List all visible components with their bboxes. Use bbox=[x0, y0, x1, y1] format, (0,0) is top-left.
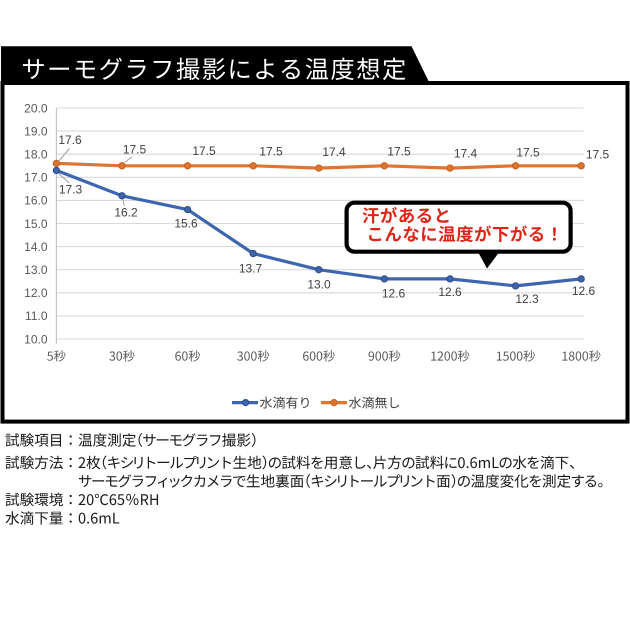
svg-text:17.4: 17.4 bbox=[322, 145, 346, 159]
svg-text:13.7: 13.7 bbox=[239, 262, 263, 276]
svg-text:15.6: 15.6 bbox=[174, 217, 198, 231]
svg-text:16.0: 16.0 bbox=[24, 194, 48, 208]
svg-text:17.0: 17.0 bbox=[24, 171, 48, 185]
svg-text:12.6: 12.6 bbox=[572, 284, 596, 298]
svg-text:16.2: 16.2 bbox=[114, 206, 138, 220]
svg-text:18.0: 18.0 bbox=[24, 148, 48, 162]
svg-text:12.6: 12.6 bbox=[382, 287, 406, 301]
svg-text:11.0: 11.0 bbox=[25, 309, 48, 323]
svg-text:17.5: 17.5 bbox=[259, 145, 283, 159]
svg-text:17.4: 17.4 bbox=[454, 147, 478, 161]
svg-text:17.5: 17.5 bbox=[192, 144, 216, 158]
svg-text:17.5: 17.5 bbox=[387, 145, 411, 159]
svg-text:20.0: 20.0 bbox=[24, 101, 48, 115]
svg-text:17.5: 17.5 bbox=[123, 143, 147, 157]
svg-text:13.0: 13.0 bbox=[24, 263, 48, 277]
svg-text:15.0: 15.0 bbox=[24, 217, 48, 231]
svg-text:12.6: 12.6 bbox=[438, 285, 462, 299]
svg-text:17.6: 17.6 bbox=[58, 133, 82, 147]
svg-text:17.5: 17.5 bbox=[516, 146, 540, 160]
svg-text:10.0: 10.0 bbox=[24, 332, 48, 346]
svg-text:17.5: 17.5 bbox=[586, 148, 610, 162]
svg-text:12.0: 12.0 bbox=[24, 286, 48, 300]
svg-text:13.0: 13.0 bbox=[307, 278, 331, 292]
svg-text:17.3: 17.3 bbox=[59, 183, 83, 197]
svg-text:12.3: 12.3 bbox=[515, 292, 539, 306]
svg-text:19.0: 19.0 bbox=[24, 124, 48, 138]
svg-text:14.0: 14.0 bbox=[24, 240, 48, 254]
